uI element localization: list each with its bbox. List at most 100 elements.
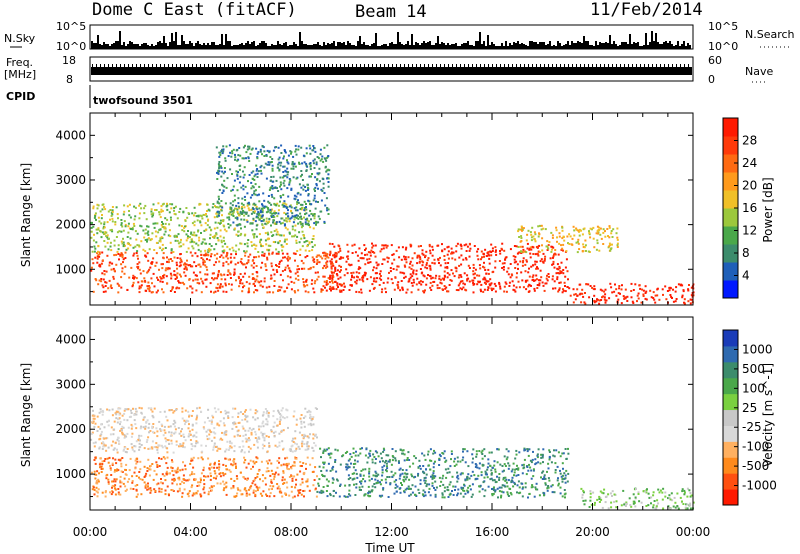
data-cell xyxy=(443,248,446,251)
data-cell xyxy=(210,422,213,425)
nave-tick xyxy=(244,64,245,67)
data-cell xyxy=(521,464,524,467)
data-cell xyxy=(138,245,141,248)
data-cell xyxy=(152,214,154,217)
data-cell xyxy=(362,276,364,279)
data-cell xyxy=(491,289,493,292)
data-cell xyxy=(504,281,507,284)
nsky-bar xyxy=(301,41,303,49)
nsky-bar xyxy=(183,41,185,49)
data-cell xyxy=(120,254,123,257)
data-cell xyxy=(531,458,534,461)
data-cell xyxy=(265,177,268,180)
data-cell xyxy=(99,457,102,460)
nave-tick xyxy=(688,64,689,67)
data-cell xyxy=(518,286,521,289)
data-cell xyxy=(588,296,591,299)
data-cell xyxy=(371,246,374,249)
data-cell xyxy=(608,297,611,300)
data-cell xyxy=(280,217,283,220)
data-cell xyxy=(136,265,139,268)
data-cell xyxy=(251,147,254,150)
nsky-bar xyxy=(163,36,165,49)
data-cell xyxy=(413,476,415,479)
data-cell xyxy=(645,290,648,293)
data-cell xyxy=(104,285,107,287)
data-cell xyxy=(250,431,253,434)
data-cell xyxy=(128,276,131,279)
data-cell xyxy=(225,260,228,263)
data-cell xyxy=(188,430,191,433)
data-cell xyxy=(90,230,93,233)
data-cell xyxy=(273,230,276,232)
data-cell xyxy=(138,442,141,445)
data-cell xyxy=(304,415,307,418)
data-cell xyxy=(231,152,234,155)
data-cell xyxy=(232,200,235,203)
data-cell xyxy=(223,185,226,188)
data-cell xyxy=(630,290,633,292)
data-cell xyxy=(338,270,341,273)
data-cell xyxy=(638,284,641,287)
data-cell xyxy=(250,171,253,174)
data-cell xyxy=(221,206,224,209)
data-cell xyxy=(385,291,387,294)
nsky-bar xyxy=(161,43,163,49)
data-cell xyxy=(577,238,580,241)
data-cell xyxy=(397,246,400,249)
data-cell xyxy=(577,229,580,232)
data-cell xyxy=(535,274,538,277)
nave-tick xyxy=(548,64,549,67)
data-cell xyxy=(179,207,182,210)
data-cell xyxy=(482,265,484,268)
data-cell xyxy=(196,407,199,410)
data-cell xyxy=(229,440,232,443)
data-cell xyxy=(603,296,606,299)
data-cell xyxy=(335,288,338,291)
nsky-bar xyxy=(317,42,319,49)
data-cell xyxy=(225,486,228,489)
data-cell xyxy=(213,470,216,473)
data-cell xyxy=(160,488,163,491)
nave-tick xyxy=(100,64,101,67)
data-cell xyxy=(299,470,302,473)
data-cell xyxy=(429,265,432,268)
data-cell xyxy=(581,292,584,295)
nave-tick xyxy=(624,64,625,67)
nave-tick xyxy=(364,64,365,67)
data-cell xyxy=(168,494,170,497)
data-cell xyxy=(155,461,158,464)
data-cell xyxy=(355,486,358,489)
data-cell xyxy=(323,220,326,223)
data-cell xyxy=(216,449,219,452)
nsky-bar xyxy=(521,43,523,49)
nsky-bar xyxy=(469,45,471,49)
data-cell xyxy=(552,256,554,259)
nave-tick xyxy=(616,64,617,67)
data-cell xyxy=(602,228,605,231)
data-cell xyxy=(463,272,466,275)
nsky-bar xyxy=(313,44,315,49)
nsky-bar xyxy=(201,45,203,49)
data-cell xyxy=(257,255,260,258)
data-cell xyxy=(248,145,251,148)
data-cell xyxy=(522,260,525,262)
data-cell xyxy=(598,299,601,302)
data-cell xyxy=(154,490,157,492)
data-cell xyxy=(160,210,163,213)
data-cell xyxy=(129,237,132,240)
data-cell xyxy=(213,236,216,239)
nsky-bar xyxy=(529,41,531,49)
data-cell xyxy=(224,457,227,460)
data-cell xyxy=(288,178,291,180)
data-cell xyxy=(618,287,621,290)
data-cell xyxy=(133,218,136,221)
data-cell xyxy=(314,176,317,179)
data-cell xyxy=(203,229,206,232)
data-cell xyxy=(302,278,305,281)
data-cell xyxy=(665,298,668,301)
nsky-bar xyxy=(145,43,147,49)
data-cell xyxy=(144,228,147,231)
data-cell xyxy=(498,281,501,284)
data-cell xyxy=(397,265,400,268)
